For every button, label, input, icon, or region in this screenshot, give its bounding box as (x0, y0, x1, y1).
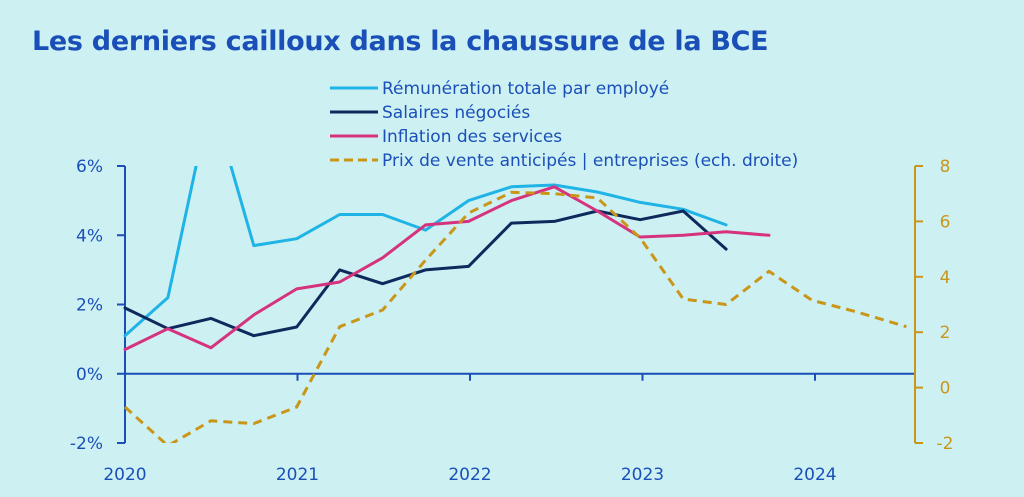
axes: -2% 0% 2% 4% 6% 2020 2021 2022 2023 2024 -2 0 2 4 6 8 (70, 157, 954, 485)
chart-title: Les derniers cailloux dans la chaussure … (32, 26, 769, 57)
left-axis-tick-label: 4% (76, 226, 103, 246)
legend-label-2: Inflation des services (382, 127, 562, 147)
x-axis-tick-label: 2020 (103, 465, 146, 485)
series-line-3 (123, 190, 907, 443)
x-axis-tick-label: 2023 (621, 465, 664, 485)
right-axis-tick-label: 0 (940, 379, 951, 399)
right-axis-tick-label: -2 (937, 434, 954, 454)
series-line-2 (123, 185, 771, 351)
right-axis-tick-label: 8 (940, 157, 951, 177)
right-axis-tick-label: 2 (940, 323, 951, 343)
left-axis-tick-label: 0% (76, 365, 103, 385)
x-axis-tick-label: 2024 (793, 465, 836, 485)
legend-label-3: Prix de vente anticipés | entreprises (e… (382, 151, 798, 171)
right-axis-tick-label: 4 (940, 268, 951, 288)
legend-label-0: Rémunération totale par employé (382, 79, 669, 99)
left-axis-tick-label: -2% (70, 434, 103, 454)
legend-label-1: Salaires négociés (382, 103, 530, 123)
left-axis-tick-label: 6% (76, 157, 103, 177)
x-axis-tick-label: 2021 (276, 465, 319, 485)
right-axis-tick-label: 6 (940, 212, 951, 232)
left-axis-tick-label: 2% (76, 296, 103, 316)
x-axis-tick-label: 2022 (448, 465, 491, 485)
legend: Rémunération totale par employé Salaires … (330, 79, 798, 171)
series-group (123, 166, 907, 443)
